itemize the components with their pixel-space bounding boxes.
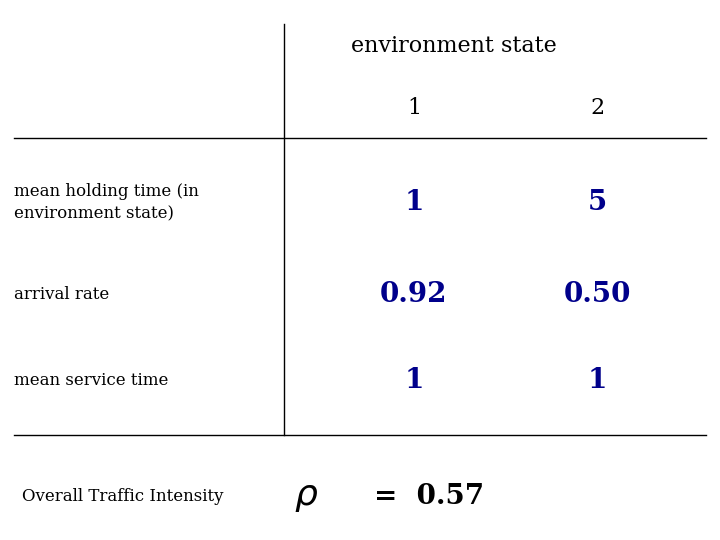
Text: mean holding time (in
environment state): mean holding time (in environment state) [14,183,199,222]
Text: 5: 5 [588,189,607,216]
Text: arrival rate: arrival rate [14,286,109,303]
Text: 1: 1 [405,189,423,216]
Text: $\rho$: $\rho$ [294,480,318,514]
Text: 1: 1 [588,367,607,394]
Text: 0.50: 0.50 [564,281,631,308]
Text: =  0.57: = 0.57 [374,483,485,510]
Text: 1: 1 [407,97,421,119]
Text: 1: 1 [405,367,423,394]
Text: environment state: environment state [351,35,557,57]
Text: 0.92: 0.92 [380,281,448,308]
Text: mean service time: mean service time [14,372,168,389]
Text: 2: 2 [590,97,605,119]
Text: Overall Traffic Intensity: Overall Traffic Intensity [22,488,223,505]
